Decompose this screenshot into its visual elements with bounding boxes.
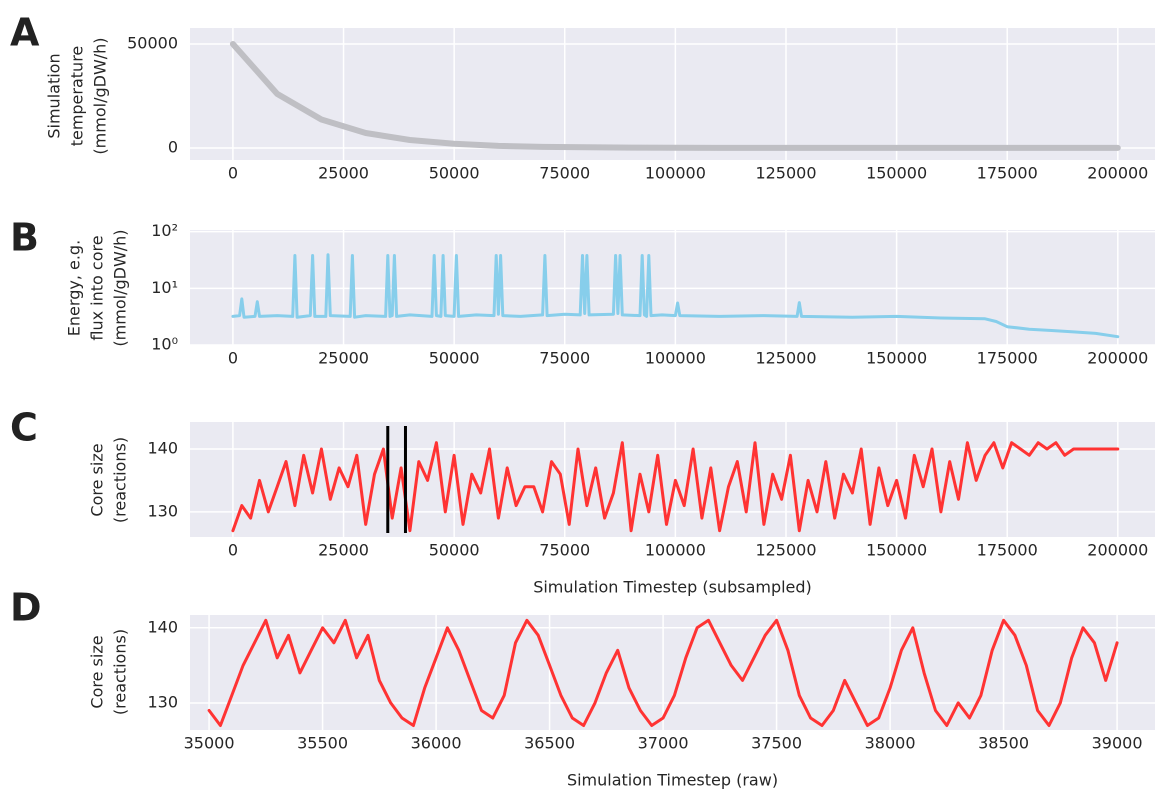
panel-letter: C — [10, 406, 38, 450]
x-tick-label: 175000 — [977, 541, 1038, 560]
x-tick-label: 150000 — [866, 349, 927, 368]
x-tick-label: 50000 — [429, 164, 480, 183]
x-tick-label: 200000 — [1087, 541, 1148, 560]
x-tick-label: 200000 — [1087, 349, 1148, 368]
y-axis-label: (reactions) — [111, 437, 130, 523]
panel-letter: A — [10, 11, 40, 55]
x-tick-label: 125000 — [755, 164, 816, 183]
x-tick-label: 39000 — [1092, 734, 1143, 753]
x-tick-label: 37500 — [751, 734, 802, 753]
y-axis-label: temperature — [68, 46, 87, 147]
x-tick-label: 150000 — [866, 541, 927, 560]
x-tick-label: 37000 — [638, 734, 689, 753]
x-tick-label: 75000 — [539, 541, 590, 560]
y-tick-label: 10² — [151, 221, 178, 240]
panel-letter: D — [10, 586, 42, 630]
x-tick-label: 0 — [228, 349, 238, 368]
x-axis-label: Simulation Timestep (subsampled) — [533, 578, 812, 597]
y-axis-label: (mmol/gDW/h) — [91, 37, 110, 154]
x-tick-label: 50000 — [429, 541, 480, 560]
y-axis-label: Energy, e.g. — [65, 240, 84, 336]
x-tick-label: 100000 — [645, 349, 706, 368]
data-line — [207, 618, 1119, 727]
x-tick-label: 50000 — [429, 349, 480, 368]
x-tick-label: 25000 — [318, 164, 369, 183]
x-tick-label: 175000 — [977, 164, 1038, 183]
x-tick-label: 125000 — [755, 349, 816, 368]
x-tick-label: 100000 — [645, 541, 706, 560]
y-axis-label: Core size — [88, 443, 107, 516]
y-axis-label: (mmol/gDW/h) — [111, 229, 130, 346]
data-line — [231, 441, 1120, 533]
x-tick-label: 38000 — [865, 734, 916, 753]
x-tick-label: 35000 — [184, 734, 235, 753]
y-axis-label: flux into core — [88, 235, 107, 340]
panel-letter: B — [10, 216, 39, 260]
y-tick-label: 130 — [147, 692, 178, 711]
y-axis-label: (reactions) — [111, 629, 130, 715]
data-line — [231, 253, 1120, 339]
x-tick-label: 75000 — [539, 349, 590, 368]
x-tick-label: 100000 — [645, 164, 706, 183]
x-tick-label: 35500 — [297, 734, 348, 753]
x-tick-label: 75000 — [539, 164, 590, 183]
x-tick-label: 0 — [228, 164, 238, 183]
x-tick-label: 36000 — [411, 734, 462, 753]
x-axis-label: Simulation Timestep (raw) — [567, 771, 778, 790]
x-tick-label: 25000 — [318, 541, 369, 560]
plot-background — [190, 28, 1155, 160]
x-tick-label: 200000 — [1087, 164, 1148, 183]
y-axis-label: Simulation — [45, 53, 64, 138]
x-tick-label: 38500 — [978, 734, 1029, 753]
plot-background — [190, 615, 1155, 730]
x-tick-label: 175000 — [977, 349, 1038, 368]
y-tick-label: 130 — [147, 501, 178, 520]
y-tick-label: 10¹ — [151, 278, 178, 297]
y-tick-label: 50000 — [127, 34, 178, 53]
y-axis-label: Core size — [88, 635, 107, 708]
y-tick-label: 140 — [147, 439, 178, 458]
y-tick-label: 0 — [168, 137, 178, 156]
y-tick-label: 10⁰ — [151, 335, 178, 354]
x-tick-label: 150000 — [866, 164, 927, 183]
x-tick-label: 25000 — [318, 349, 369, 368]
x-tick-label: 36500 — [524, 734, 575, 753]
data-line — [229, 41, 1121, 151]
x-tick-label: 0 — [228, 541, 238, 560]
y-tick-label: 140 — [147, 617, 178, 636]
x-tick-label: 125000 — [755, 541, 816, 560]
